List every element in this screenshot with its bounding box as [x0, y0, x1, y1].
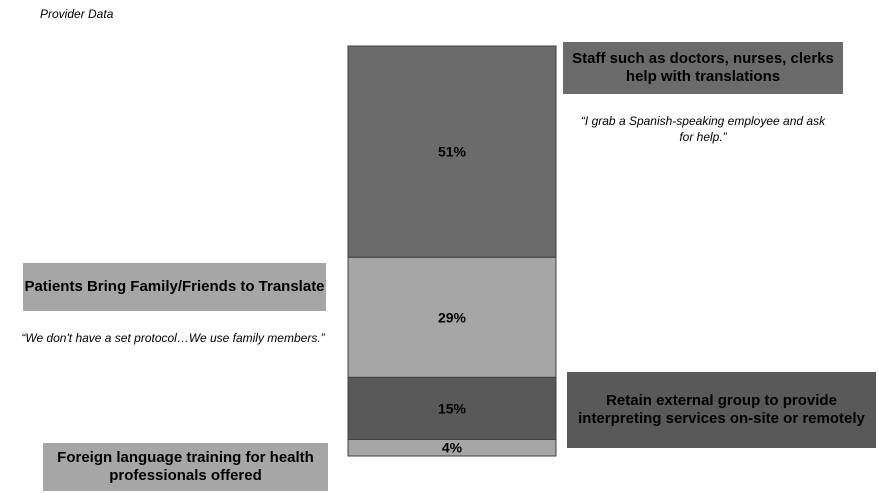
- callout-family: Patients Bring Family/Friends to Transla…: [23, 263, 326, 311]
- quote-family: “We don't have a set protocol…We use fam…: [21, 331, 325, 345]
- callout-training: Foreign language training for health pro…: [43, 443, 328, 491]
- bar-label-training: 4%: [442, 440, 463, 456]
- bar-label-family: 29%: [438, 309, 467, 325]
- callout-external-title: Retain external group to provide interpr…: [578, 392, 865, 427]
- bar-label-external: 15%: [438, 400, 467, 416]
- bar-segment-staff: [347, 45, 557, 258]
- bar-label-staff: 51%: [438, 144, 467, 160]
- callout-staff: Staff such as doctors, nurses, clerks he…: [563, 42, 843, 94]
- bar-segment-family: [347, 256, 557, 378]
- callout-training-title: Foreign language training for health pro…: [57, 449, 314, 484]
- chart-subtitle: Provider Data: [40, 7, 114, 21]
- quote-staff: “I grab a Spanish-speaking employee and …: [580, 114, 826, 144]
- callout-external: Retain external group to provide interpr…: [567, 372, 876, 448]
- callout-family-title: Patients Bring Family/Friends to Transla…: [24, 278, 325, 295]
- callout-staff-title: Staff such as doctors, nurses, clerks he…: [572, 50, 834, 85]
